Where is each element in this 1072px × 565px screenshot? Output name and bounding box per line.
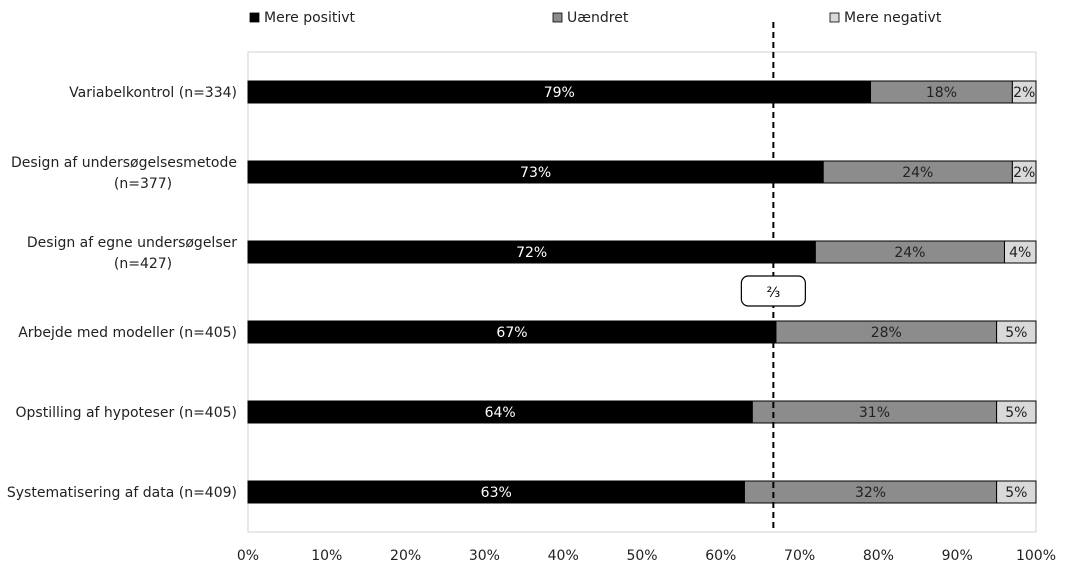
bar-segment <box>996 320 1037 344</box>
x-tick-label: 40% <box>548 548 579 564</box>
legend-swatch <box>249 12 260 23</box>
legend-swatch <box>552 12 563 23</box>
x-axis-ticks: 0% 10% 20% 30% 40% 50% 60% 70% 80% 90% 100% <box>237 548 1056 564</box>
bars: 79% 18% 2% 73% 24% 2% 72% 24% 4% 67% 28% 5% 64% 31% 5%… <box>247 80 1037 504</box>
legend: Mere positivt Uændret Mere negativt <box>249 10 942 26</box>
reference-callout <box>740 275 806 307</box>
category-labels: Variabelkontrol (n=334) Design af undersø… <box>7 85 237 501</box>
bar-segment <box>1011 160 1037 184</box>
data-label: 67% <box>496 325 527 341</box>
legend-label: Mere positivt <box>264 10 356 26</box>
x-tick-label: 90% <box>942 548 973 564</box>
x-tick-label: 50% <box>626 548 657 564</box>
data-label: 28% <box>871 325 902 341</box>
data-label: 72% <box>516 245 547 261</box>
bar-segment <box>996 480 1037 504</box>
data-label: 24% <box>894 245 925 261</box>
legend-swatch <box>829 12 840 23</box>
legend-label: Mere negativt <box>844 10 942 26</box>
x-tick-label: 30% <box>469 548 500 564</box>
data-label: 5% <box>1005 485 1027 501</box>
x-tick-label: 80% <box>863 548 894 564</box>
data-label: 5% <box>1005 325 1027 341</box>
data-label: 73% <box>520 165 551 181</box>
category-label: Design af undersøgelsesmetode <box>11 155 237 171</box>
plot-area <box>247 51 1037 533</box>
category-label: (n=427) <box>114 256 172 272</box>
data-label: 18% <box>926 85 957 101</box>
data-label: 2% <box>1013 85 1035 101</box>
bar-segment <box>1011 80 1037 104</box>
category-label: (n=377) <box>114 176 172 192</box>
data-label: 31% <box>859 405 890 421</box>
data-label: 32% <box>855 485 886 501</box>
data-label: 2% <box>1013 165 1035 181</box>
reference-label: ⅔ <box>767 285 781 301</box>
category-label: Design af egne undersøgelser <box>27 235 237 251</box>
x-tick-label: 70% <box>784 548 815 564</box>
category-label: Opstilling af hypoteser (n=405) <box>16 405 238 421</box>
legend-label: Uændret <box>567 10 629 26</box>
data-label: 63% <box>481 485 512 501</box>
x-tick-label: 0% <box>237 548 259 564</box>
x-tick-label: 100% <box>1016 548 1056 564</box>
category-label: Arbejde med modeller (n=405) <box>18 325 237 341</box>
x-tick-label: 60% <box>705 548 736 564</box>
data-label: 64% <box>485 405 516 421</box>
category-label: Variabelkontrol (n=334) <box>69 85 237 101</box>
bar-segment <box>996 400 1037 424</box>
bar-segment <box>1003 240 1037 264</box>
data-label: 5% <box>1005 405 1027 421</box>
data-label: 79% <box>544 85 575 101</box>
x-tick-label: 20% <box>390 548 421 564</box>
reference-line-group: ⅔ <box>740 22 806 532</box>
data-label: 4% <box>1009 245 1031 261</box>
category-label: Systematisering af data (n=409) <box>7 485 237 501</box>
data-label: 24% <box>902 165 933 181</box>
x-tick-label: 10% <box>311 548 342 564</box>
